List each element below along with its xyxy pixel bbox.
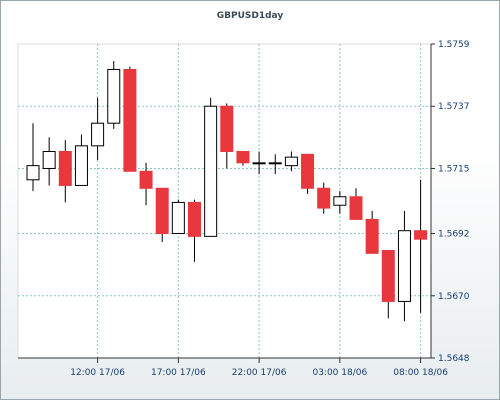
candle [268,154,282,175]
y-axis-ticks: 1.5648 1.5670 1.5692 1.5715 1.5737 1.5759 [431,40,470,364]
candle-body-down [58,150,72,186]
candle [139,162,153,206]
candle [155,187,169,243]
candle [107,60,121,129]
candle [301,153,315,194]
candle [365,210,379,254]
candle [26,123,40,192]
candle [333,191,347,214]
candle [58,140,72,203]
candle-body-up [333,196,347,206]
candle-body-up [397,230,411,302]
candle-body-down [301,153,315,189]
candle [349,188,363,220]
y-tick-label: 1.5670 [438,292,470,302]
candle-body-down [123,68,137,172]
candle-body-up [91,122,105,147]
y-tick-label: 1.5737 [438,102,470,112]
chart-title: GBPUSD1day [216,11,284,21]
candle-body-down [349,196,363,220]
candle-body-up [284,156,298,167]
x-axis-ticks: 12:00 17/06 17:00 17/06 22:00 17/06 03:00 1… [70,358,448,378]
y-tick-label: 1.5715 [438,164,470,174]
candle [204,97,218,237]
candle-body-up [204,105,218,237]
candle-body-down [155,187,169,235]
candle [317,182,331,214]
candle-body-up [107,68,121,124]
candle [236,150,250,166]
candle-body-down [317,187,331,209]
candle-body-down [220,105,234,152]
y-tick-label: 1.5692 [438,230,470,240]
y-tick-label: 1.5648 [438,354,470,364]
candle-body-up [268,162,282,165]
candles [26,60,428,322]
axes [18,44,432,359]
x-tick-label: 08:00 18/06 [393,368,448,378]
candle-body-up [74,145,88,186]
candle [381,250,395,319]
candle [74,134,88,186]
candle [123,66,137,172]
candle-body-down [365,218,379,254]
candle-body-up [26,165,40,181]
candle [171,199,185,235]
candle-body-down [381,250,395,302]
candle [414,179,428,313]
candle-body-up [252,162,266,165]
candle-body-down [139,170,153,189]
candle [220,103,234,169]
x-tick-label: 12:00 17/06 [70,368,125,378]
candle [252,151,266,175]
candle [42,137,56,186]
plot-area [17,43,432,359]
candle [188,199,201,262]
candle [284,151,298,172]
x-tick-label: 03:00 18/06 [312,368,367,378]
candle-body-down [414,230,428,240]
x-tick-label: 17:00 17/06 [151,368,206,378]
candle-body-up [171,201,185,235]
candle [397,210,411,322]
y-tick-label: 1.5759 [438,40,470,50]
candle-body-down [236,150,250,164]
candle [91,97,105,160]
candle-body-up [42,150,56,169]
candle-body-down [188,201,201,237]
x-tick-label: 22:00 17/06 [232,368,287,378]
